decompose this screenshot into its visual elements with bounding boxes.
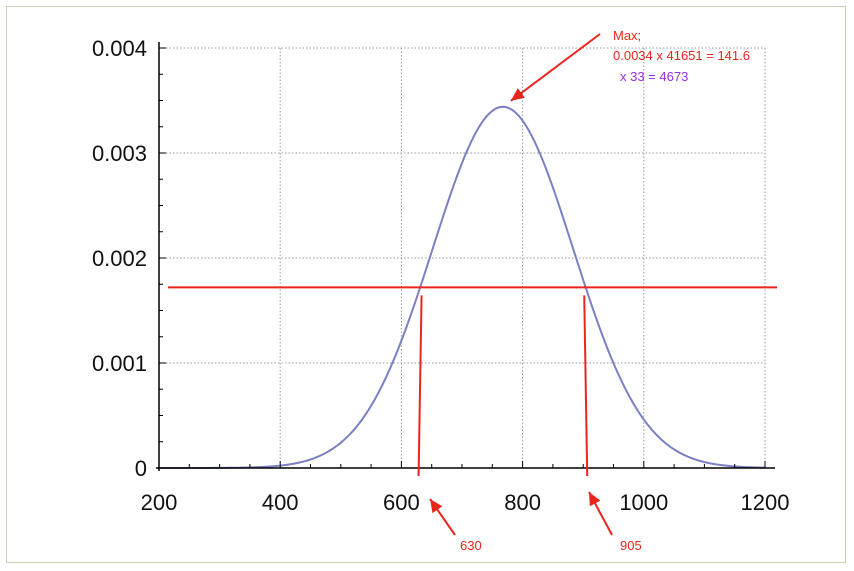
marker-line-630 <box>417 295 423 477</box>
arrow-630-head <box>430 499 443 514</box>
density-curve <box>159 105 766 469</box>
label-630: 630 <box>460 538 482 553</box>
max-arrow-shaft <box>510 33 601 102</box>
max-annotation-line3: x 33 = 4673 <box>620 69 688 84</box>
x-tick-label: 1000 <box>619 490 668 515</box>
arrow-905-head <box>589 492 601 507</box>
x-tick-label: 200 <box>141 490 178 515</box>
curve-layer <box>159 105 766 469</box>
max-annotation-line2: 0.0034 x 41651 = 141.6 <box>613 48 750 63</box>
max-arrow-head <box>510 88 525 101</box>
max-annotation-line1: Max; <box>613 28 641 43</box>
chart-frame <box>6 6 846 563</box>
y-tick-label: 0 <box>135 456 147 481</box>
label-905: 905 <box>620 538 642 553</box>
annotations: Max; 0.0034 x 41651 = 141.6 x 33 = 4673 … <box>429 28 750 553</box>
x-tick-label: 600 <box>383 490 420 515</box>
y-tick-label: 0.002 <box>92 246 147 271</box>
grid-lines <box>159 47 766 468</box>
y-tick-label: 0.003 <box>92 141 147 166</box>
reference-lines <box>168 286 777 477</box>
x-tick-label: 400 <box>262 490 299 515</box>
x-tick-label: 1200 <box>741 490 790 515</box>
x-tick-label: 800 <box>504 490 541 515</box>
axes: 0 0.001 0.002 0.003 0.004 200 400 600 800 1000 120… <box>92 36 790 515</box>
y-tick-label: 0.001 <box>92 351 147 376</box>
marker-line-905 <box>583 295 589 477</box>
y-tick-label: 0.004 <box>92 36 147 61</box>
